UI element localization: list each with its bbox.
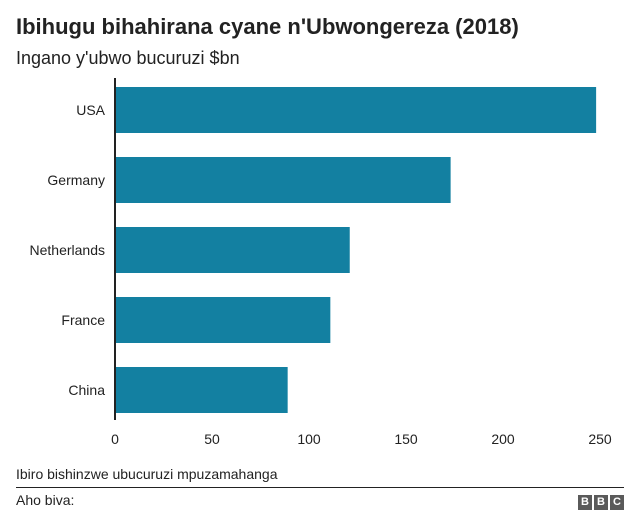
logo-letter: B [594,495,608,510]
category-label: USA [76,102,105,118]
bar-chart: USA Germany Netherlands France China 0 50 100 15… [30,78,612,447]
category-label: France [61,312,105,328]
bar-germany [115,157,451,203]
category-label: Germany [47,172,105,188]
bar-france [115,297,331,343]
source-label: Aho biva: [16,492,75,508]
chart-subtitle: Ingano y'ubwo bucuruzi $bn [16,48,240,68]
category-label: China [68,382,105,398]
bbc-logo: B B C [578,495,624,510]
bar-netherlands [115,227,350,273]
x-tick-label: 150 [394,431,418,447]
source-text: Ibiro bishinzwe ubucuruzi mpuzamahanga [16,466,278,482]
logo-letter: C [610,495,624,510]
bar-usa [115,87,597,133]
x-tick-label: 0 [111,431,119,447]
x-tick-label: 100 [297,431,321,447]
category-label: Netherlands [30,242,106,258]
chart-title: Ibihugu bihahirana cyane n'Ubwongereza (… [16,14,519,39]
logo-letter: B [578,495,592,510]
bar-china [115,367,288,413]
x-tick-label: 50 [204,431,220,447]
x-tick-label: 200 [491,431,515,447]
footer-divider [16,487,624,488]
x-tick-label: 250 [588,431,612,447]
